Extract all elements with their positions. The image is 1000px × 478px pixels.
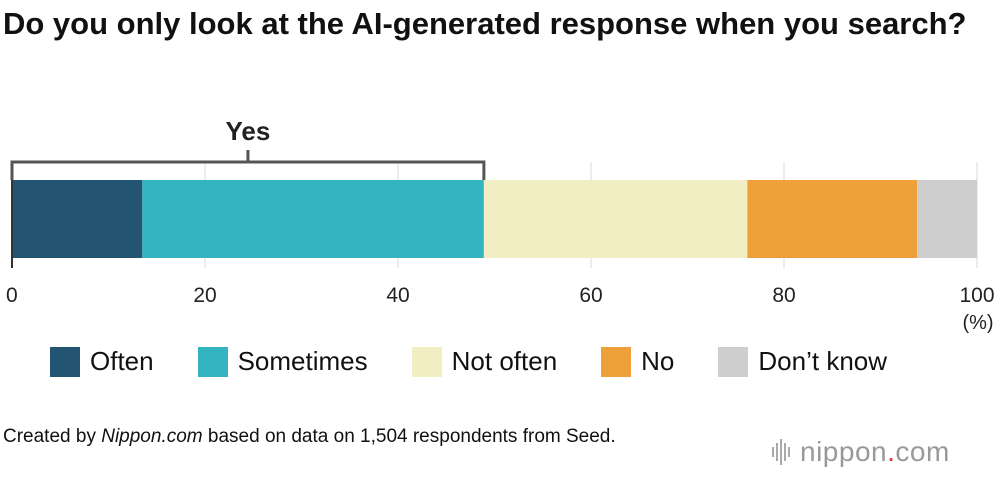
x-tick-label: 80	[772, 284, 795, 307]
note-suffix: based on data on 1,504 respondents from …	[202, 426, 616, 447]
legend-swatch	[197, 346, 228, 377]
bar-segment-don-t-know	[917, 180, 977, 258]
legend: Often Sometimes Not often No Don’t know	[50, 346, 931, 377]
x-tick-label: 40	[386, 284, 409, 307]
x-unit-label: (%)	[962, 312, 993, 334]
legend-item: Not often	[411, 346, 558, 377]
bar-segment-sometimes	[142, 180, 484, 258]
legend-swatch	[601, 346, 632, 377]
legend-label: Sometimes	[237, 346, 368, 376]
legend-label: No	[641, 346, 675, 376]
legend-item: Sometimes	[197, 346, 368, 377]
legend-label: Don’t know	[758, 346, 888, 376]
legend-swatch	[411, 346, 442, 377]
x-tick-label: 60	[579, 284, 602, 307]
bar-segment-not-often	[483, 180, 748, 258]
legend-label: Often	[90, 346, 154, 376]
source-note: Created by Nippon.com based on data on 1…	[3, 424, 616, 449]
stacked-bar-chart: 0 20 40 60 80 100 (%) Yes	[6, 116, 995, 334]
legend-item: Often	[50, 346, 154, 377]
note-source: Nippon.com	[101, 426, 203, 447]
nippon-logo: nippon.com	[772, 436, 950, 468]
bar-segment-no	[747, 180, 918, 258]
logo-text: nippon.com	[800, 436, 950, 467]
chart-title: Do you only look at the AI-generated res…	[3, 6, 967, 41]
legend-item: Don’t know	[718, 346, 887, 377]
note-prefix: Created by	[3, 426, 102, 447]
x-tick-label: 0	[6, 284, 18, 307]
legend-label: Not often	[451, 346, 558, 376]
legend-swatch	[718, 346, 749, 377]
legend-swatch	[50, 346, 80, 377]
legend-item: No	[601, 346, 674, 377]
x-tick-label: 100	[959, 284, 994, 307]
logo-mark-icon	[772, 439, 792, 465]
bar-segment-often	[12, 180, 143, 258]
yes-bracket-label: Yes	[226, 116, 271, 146]
x-tick-label: 20	[193, 284, 216, 307]
yes-bracket	[10, 160, 486, 180]
